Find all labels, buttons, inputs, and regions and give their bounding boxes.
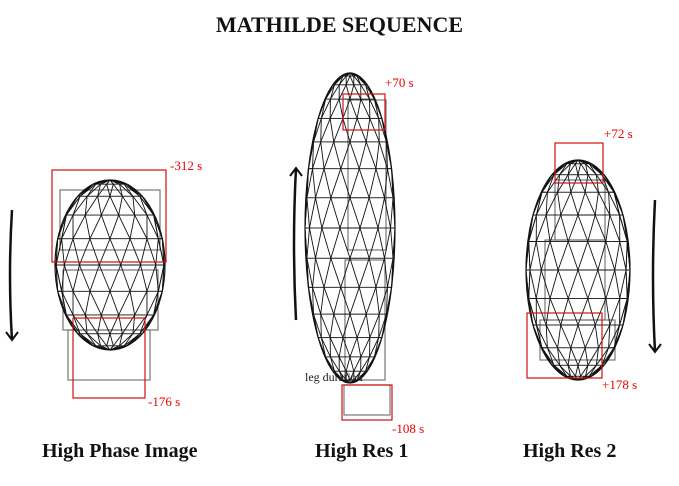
diagram-title: MATHILDE SEQUENCE bbox=[215, 12, 464, 37]
mesh-outline bbox=[304, 72, 396, 384]
time-label-start: -312 s bbox=[170, 158, 203, 173]
wireframe-mesh bbox=[525, 159, 631, 381]
time-label-start: +72 s bbox=[604, 126, 633, 141]
mesh-outline bbox=[54, 179, 166, 351]
caption-high-res-1: High Res 1 bbox=[315, 440, 409, 462]
time-label-end: -108 s bbox=[392, 421, 425, 436]
wireframe-mesh bbox=[55, 179, 165, 351]
rotation-arrow-down bbox=[8, 209, 14, 341]
caption-high-phase-image: High Phase Image bbox=[42, 440, 198, 462]
caption-high-res-2: High Res 2 bbox=[523, 440, 617, 462]
rotation-arrow-up-head bbox=[289, 166, 303, 177]
rotation-arrow-up bbox=[292, 167, 298, 321]
rotation-arrow-down bbox=[651, 199, 657, 353]
frame-box-end bbox=[526, 312, 603, 379]
rotation-arrow-down-head bbox=[5, 331, 19, 342]
frame-box-end bbox=[341, 384, 393, 421]
camera-frame bbox=[343, 384, 391, 416]
camera-frame bbox=[59, 189, 161, 251]
time-label-end: -176 s bbox=[148, 394, 181, 409]
time-label-end: +178 s bbox=[602, 377, 638, 392]
frame-box-start bbox=[342, 93, 386, 131]
frame-box-start bbox=[51, 169, 167, 263]
time-label-start: +70 s bbox=[385, 75, 414, 90]
mesh-outline bbox=[525, 159, 631, 381]
frame-box-end bbox=[72, 317, 146, 399]
rotation-arrow-down-head bbox=[648, 343, 662, 354]
wireframe-mesh bbox=[304, 72, 396, 384]
scan-text: leg duration bbox=[305, 370, 363, 384]
camera-frame bbox=[67, 329, 151, 381]
frame-box-start bbox=[554, 142, 604, 184]
